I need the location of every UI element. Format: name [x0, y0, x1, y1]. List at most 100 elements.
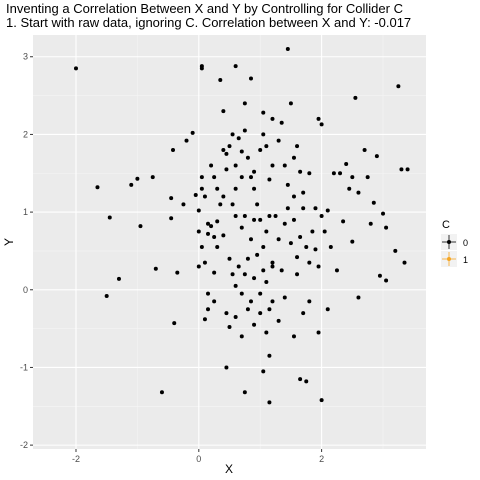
data-point — [341, 219, 346, 224]
data-point — [356, 190, 361, 195]
data-point — [221, 233, 226, 238]
data-point — [288, 241, 293, 246]
data-point — [304, 379, 309, 384]
data-point — [107, 215, 112, 220]
data-point — [248, 237, 253, 242]
data-point — [233, 213, 238, 218]
data-point — [95, 185, 100, 190]
data-point — [245, 256, 250, 261]
data-point — [267, 353, 272, 358]
data-point — [307, 260, 312, 265]
data-point — [202, 260, 207, 265]
data-point — [261, 110, 266, 115]
data-point — [316, 264, 321, 269]
data-point — [399, 167, 404, 172]
data-point — [252, 276, 257, 281]
data-point — [239, 291, 244, 296]
data-point — [153, 266, 158, 271]
data-point — [227, 256, 232, 261]
data-point — [261, 369, 266, 374]
data-point — [233, 186, 238, 191]
data-point — [218, 202, 223, 207]
data-point — [221, 109, 226, 114]
data-point — [215, 245, 220, 250]
x-tick-label: 2 — [319, 454, 324, 464]
data-point — [353, 95, 358, 100]
data-point — [368, 221, 373, 226]
data-point — [236, 136, 241, 141]
data-point — [264, 280, 269, 285]
data-point — [264, 144, 269, 149]
data-point — [150, 175, 155, 180]
data-point — [267, 400, 272, 405]
data-point — [285, 206, 290, 211]
data-point — [239, 175, 244, 180]
data-point — [267, 307, 272, 312]
data-point — [224, 167, 229, 172]
data-point — [233, 163, 238, 168]
data-point — [270, 163, 275, 168]
data-point — [230, 272, 235, 277]
data-point — [196, 208, 201, 213]
data-point — [316, 116, 321, 121]
data-point — [116, 276, 121, 281]
legend: C 0 1 — [441, 219, 468, 267]
chart-subtitle: 1. Start with raw data, ignoring C. Corr… — [6, 15, 412, 30]
data-point — [328, 245, 333, 250]
data-point — [295, 272, 300, 277]
data-point — [313, 247, 318, 252]
data-point — [270, 264, 275, 269]
data-point — [350, 175, 355, 180]
data-point — [233, 283, 238, 288]
data-point — [199, 245, 204, 250]
data-point — [396, 84, 401, 89]
data-point — [199, 186, 204, 191]
plot-panel — [33, 35, 426, 449]
data-point — [264, 229, 269, 234]
x-tick-label: -2 — [72, 454, 80, 464]
data-point — [264, 330, 269, 335]
data-point — [172, 321, 177, 326]
data-point — [193, 193, 198, 198]
data-point — [212, 175, 217, 180]
data-point — [362, 147, 367, 152]
data-point — [224, 151, 229, 156]
data-point — [206, 221, 211, 226]
data-point — [291, 194, 296, 199]
data-point — [196, 229, 201, 234]
legend-label: 0 — [463, 238, 468, 248]
data-point — [310, 229, 315, 234]
data-point — [255, 202, 260, 207]
data-point — [242, 101, 247, 106]
data-point — [104, 293, 109, 298]
data-point — [184, 138, 189, 143]
data-point — [374, 154, 379, 159]
y-axis-label: Y — [2, 238, 16, 246]
data-point — [212, 234, 217, 239]
data-point — [202, 194, 207, 199]
data-point — [285, 46, 290, 51]
data-point — [371, 200, 376, 205]
data-point — [325, 208, 330, 213]
data-point — [325, 307, 330, 312]
data-point — [393, 248, 398, 253]
data-point — [276, 237, 281, 242]
data-point — [181, 202, 186, 207]
data-point — [236, 264, 241, 269]
data-point — [233, 314, 238, 319]
chart-title: Inventing a Correlation Between X and Y … — [6, 1, 403, 16]
data-point — [248, 76, 253, 81]
data-point — [258, 291, 263, 296]
data-point — [169, 196, 174, 201]
data-point — [242, 272, 247, 277]
data-point — [319, 398, 324, 403]
data-point — [301, 190, 306, 195]
data-point — [252, 217, 257, 222]
data-point — [218, 78, 223, 83]
data-point — [215, 219, 220, 224]
data-point — [313, 206, 318, 211]
data-point — [135, 176, 140, 181]
data-point — [276, 318, 281, 323]
data-point — [215, 186, 220, 191]
